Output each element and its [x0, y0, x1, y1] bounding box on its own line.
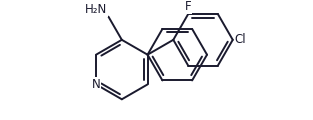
Text: F: F [185, 0, 192, 13]
Text: N: N [92, 78, 100, 91]
Text: Cl: Cl [234, 33, 246, 46]
Text: H₂N: H₂N [85, 3, 108, 16]
